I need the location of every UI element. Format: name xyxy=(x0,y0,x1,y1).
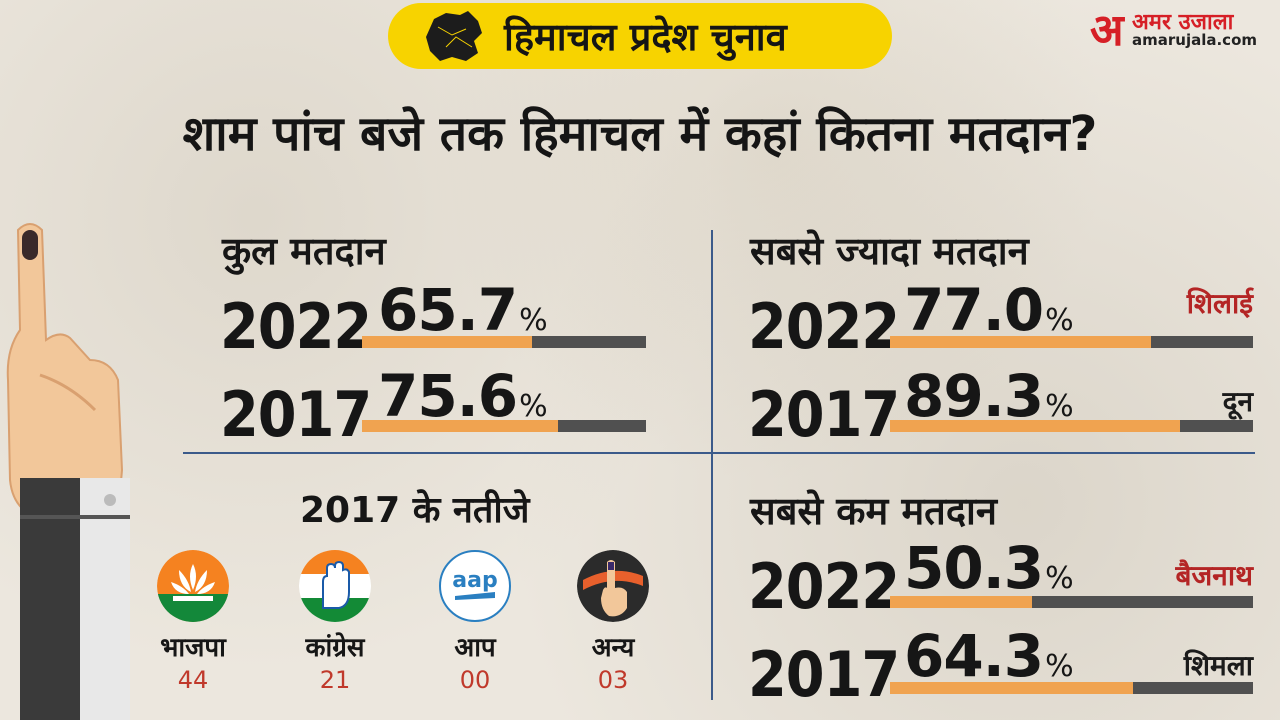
lowest-2022-year: 2022 xyxy=(748,550,900,623)
congress-hand-icon xyxy=(299,550,371,622)
party-name: भाजपा xyxy=(160,633,226,663)
aap-logo-text: aap xyxy=(452,568,498,593)
himachal-map-icon xyxy=(426,11,482,61)
highest-2022-bar xyxy=(890,336,1253,348)
brand-name: अमर उजाला xyxy=(1132,10,1234,35)
lowest-2022-place: बैजनाथ xyxy=(1175,559,1253,592)
lowest-2017-year: 2017 xyxy=(748,638,900,711)
total-2017-year: 2017 xyxy=(220,378,372,451)
lowest-2017-bar xyxy=(890,682,1253,694)
party-seats: 00 xyxy=(459,666,491,694)
total-2017-value: 75.6% xyxy=(378,362,548,430)
total-2022-bar xyxy=(362,336,646,348)
brand-url: amarujala.com xyxy=(1132,31,1258,49)
brand-logo[interactable]: अ अमर उजाला amarujala.com xyxy=(1088,4,1274,56)
highest-turnout-title: सबसे ज्यादा मतदान xyxy=(750,229,1029,273)
results-title: 2017 के नतीजे xyxy=(300,490,530,531)
highest-2017-year: 2017 xyxy=(748,378,900,451)
party-name: आप xyxy=(454,633,496,663)
party-bjp: भाजपा 44 xyxy=(148,550,238,694)
vertical-divider xyxy=(711,230,713,700)
voter-finger-icon xyxy=(577,550,649,622)
party-seats: 03 xyxy=(597,666,629,694)
party-seats: 21 xyxy=(319,666,351,694)
highest-2022-place: शिलाई xyxy=(1186,287,1253,320)
highest-2022-year: 2022 xyxy=(748,290,900,363)
party-congress: कांग्रेस 21 xyxy=(290,550,380,694)
party-others: अन्य 03 xyxy=(568,550,658,694)
headline: शाम पांच बजे तक हिमाचल में कहां कितना मत… xyxy=(182,106,1098,162)
total-2022-value: 65.7% xyxy=(378,276,548,344)
highest-2017-value: 89.3% xyxy=(904,362,1074,430)
voting-finger-illustration xyxy=(6,223,130,720)
lowest-2017-value: 64.3% xyxy=(904,622,1074,690)
lowest-2022-bar xyxy=(890,596,1253,608)
highest-2022-value: 77.0% xyxy=(904,276,1074,344)
total-2022-year: 2022 xyxy=(220,290,372,363)
party-aap: aap आप 00 xyxy=(430,550,520,694)
election-tag-pill: हिमाचल प्रदेश चुनाव xyxy=(388,3,892,69)
lowest-2017-place: शिमला xyxy=(1183,649,1253,682)
aap-logo-icon: aap xyxy=(439,550,511,622)
election-tag-text: हिमाचल प्रदेश चुनाव xyxy=(504,15,787,59)
party-seats: 44 xyxy=(177,666,209,694)
brand-mark: अ xyxy=(1090,5,1124,56)
lowest-2022-value: 50.3% xyxy=(904,534,1074,602)
horizontal-divider xyxy=(183,452,1255,454)
highest-2017-place: दून xyxy=(1222,385,1253,418)
total-2017-bar xyxy=(362,420,646,432)
lowest-turnout-title: सबसे कम मतदान xyxy=(750,489,997,533)
highest-2017-bar xyxy=(890,420,1253,432)
total-turnout-title: कुल मतदान xyxy=(222,229,386,273)
party-name: कांग्रेस xyxy=(305,633,365,663)
party-name: अन्य xyxy=(591,633,635,663)
bjp-lotus-icon xyxy=(157,550,229,622)
